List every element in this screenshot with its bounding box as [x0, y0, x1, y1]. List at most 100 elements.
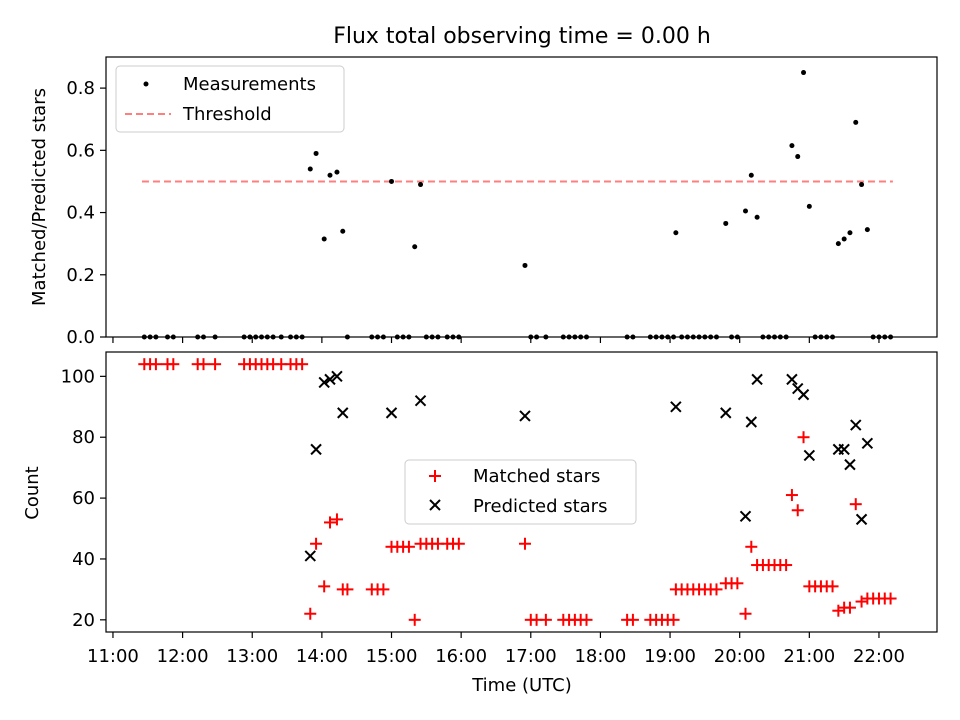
- measurement-point: [327, 172, 333, 178]
- x-tick-label: 18:00: [574, 646, 626, 667]
- predicted-star-point: [745, 416, 758, 428]
- bottom-y-tick-label: 40: [72, 549, 95, 570]
- bottom-y-tick-label: 60: [72, 488, 95, 509]
- x-axis-label: Time (UTC): [471, 675, 572, 696]
- measurement-point: [864, 227, 870, 233]
- matched-star-point: [710, 583, 723, 596]
- predicted-star-point: [855, 513, 868, 526]
- bottom-legend-frame: [404, 459, 637, 525]
- x-tick-label: 14:00: [296, 646, 348, 667]
- x-tick-label: 11:00: [87, 646, 139, 667]
- matched-star-point: [149, 358, 162, 371]
- bottom-legend: Matched stars Predicted stars: [404, 459, 637, 525]
- predicted-star-point: [844, 458, 856, 471]
- measurement-point: [340, 228, 346, 234]
- predicted-star-point: [324, 373, 336, 386]
- matched-star-point: [539, 613, 552, 626]
- predicted-star-point: [751, 373, 763, 386]
- matched-star-point: [826, 580, 839, 593]
- predicted-star-point: [786, 373, 798, 386]
- predicted-star-point: [519, 410, 531, 422]
- matched-star-point: [843, 601, 856, 614]
- bottom-y-tick-label: 20: [72, 610, 95, 631]
- predicted-star-point: [414, 394, 427, 407]
- x-tick-label: 15:00: [366, 646, 418, 667]
- x-tick-label: 12:00: [157, 646, 209, 667]
- measurement-point: [835, 241, 841, 247]
- matched-star-point: [323, 516, 336, 529]
- measurement-point: [334, 169, 340, 175]
- matched-star-point: [330, 513, 343, 526]
- measurement-point: [522, 262, 528, 268]
- measurement-point: [754, 214, 760, 220]
- top-chart-title: Flux total observing time = 0.00 h: [333, 24, 711, 49]
- matched-star-point: [402, 540, 415, 553]
- top-plot-area: [141, 70, 894, 340]
- predicted-star-point: [850, 419, 862, 431]
- x-tick-label: 22:00: [853, 646, 905, 667]
- x-tick-label: 17:00: [505, 646, 557, 667]
- x-tick-label: 20:00: [714, 646, 766, 667]
- predicted-star-point: [803, 449, 816, 462]
- top-axes-frame: [105, 56, 938, 338]
- bottom-y-tick-label: 80: [72, 427, 95, 448]
- legend-measurements-marker: [143, 81, 149, 87]
- matched-star-point: [377, 583, 390, 596]
- bottom-plot-area: [138, 358, 897, 626]
- matched-star-point: [197, 358, 210, 371]
- bottom-axis-ticks: 20 40 60 80 100 11:00 12:00 13:00 14:00 15:00 16:0…: [61, 366, 905, 667]
- matched-star-point: [780, 559, 793, 572]
- predicted-star-point: [331, 370, 343, 383]
- measurement-point: [853, 119, 859, 125]
- matched-star-point: [667, 613, 680, 626]
- predicted-star-point: [670, 401, 682, 413]
- top-y-axis-label: Matched/Predicted stars: [29, 88, 50, 306]
- x-tick-label: 16:00: [435, 646, 487, 667]
- predicted-star-point: [720, 407, 732, 419]
- matched-star-point: [731, 577, 744, 590]
- matched-star-point: [167, 358, 180, 371]
- matched-star-point: [408, 613, 421, 626]
- measurement-point: [841, 236, 847, 242]
- bottom-y-tick-label: 100: [61, 366, 95, 387]
- matched-star-point: [791, 504, 804, 517]
- matched-star-point: [341, 583, 354, 596]
- predicted-star-point: [304, 550, 316, 562]
- measurement-point: [389, 178, 395, 184]
- matched-star-point: [884, 592, 897, 605]
- measurement-point: [412, 244, 418, 250]
- matched-star-point: [452, 537, 465, 550]
- legend-threshold-label: Threshold: [182, 104, 272, 125]
- measurement-point: [806, 203, 812, 209]
- bottom-axes-frame: [105, 351, 938, 633]
- top-y-tick-label: 0.2: [66, 265, 95, 286]
- predicted-star-point: [838, 443, 850, 456]
- measurement-point: [795, 154, 801, 160]
- top-legend: Measurements Threshold: [115, 65, 345, 133]
- top-y-tick-label: 0.0: [66, 327, 95, 348]
- predicted-star-point: [337, 407, 349, 419]
- x-tick-label: 19:00: [644, 646, 696, 667]
- measurement-point: [789, 143, 795, 149]
- matched-star-point: [518, 537, 531, 550]
- measurement-point: [673, 230, 679, 236]
- matched-star-point: [626, 613, 639, 626]
- top-y-tick-label: 0.8: [66, 78, 95, 99]
- matched-star-point: [580, 613, 593, 626]
- x-tick-label: 13:00: [226, 646, 278, 667]
- measurement-point: [859, 182, 865, 188]
- measurement-point: [847, 230, 853, 236]
- legend-predicted-label: Predicted stars: [473, 496, 607, 517]
- measurement-point: [723, 220, 729, 226]
- matched-star-point: [310, 537, 323, 550]
- legend-matched-marker: [429, 470, 441, 482]
- predicted-star-point: [318, 376, 330, 389]
- predicted-star-point: [385, 407, 398, 419]
- measurement-point: [313, 150, 319, 156]
- matched-star-point: [296, 358, 309, 371]
- predicted-star-point: [739, 510, 752, 523]
- x-tick-label: 21:00: [783, 646, 835, 667]
- matched-star-point: [745, 540, 758, 553]
- legend-measurements-label: Measurements: [183, 74, 316, 95]
- predicted-star-point: [861, 437, 874, 450]
